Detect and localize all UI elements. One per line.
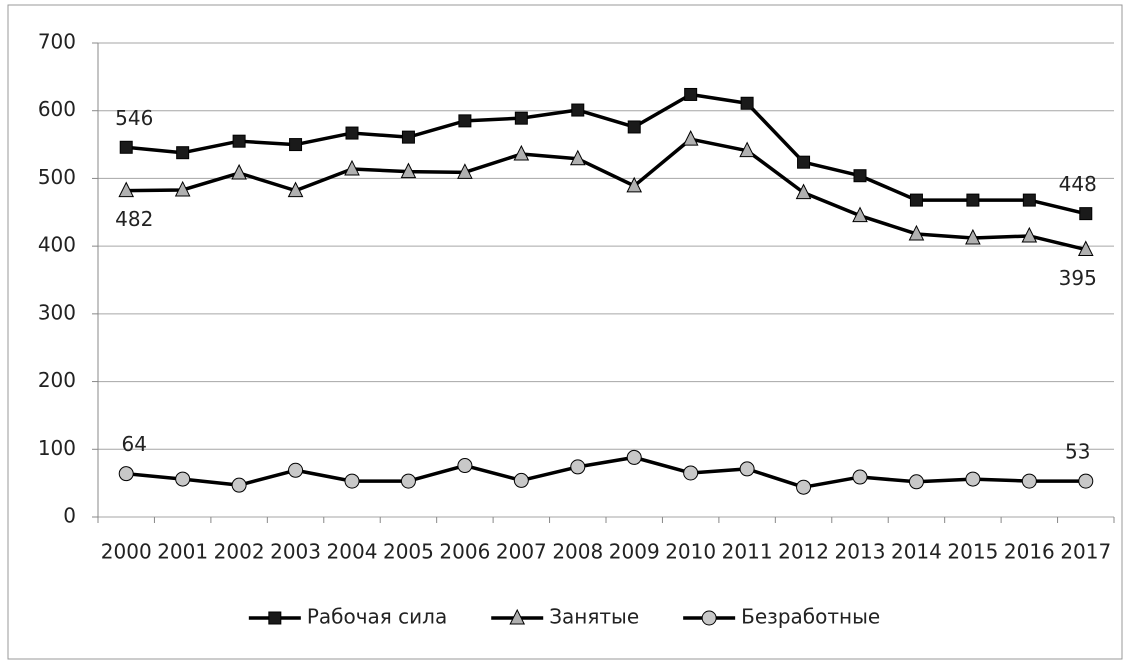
marker <box>1078 473 1094 489</box>
x-tick-label: 2009 <box>609 540 660 564</box>
marker <box>627 120 641 134</box>
marker <box>288 462 304 478</box>
x-tick-label: 2014 <box>891 540 942 564</box>
marker <box>908 224 925 241</box>
y-tick-label: 0 <box>63 504 76 528</box>
marker <box>513 472 529 488</box>
marker <box>344 473 360 489</box>
legend-label: Рабочая сила <box>307 605 447 629</box>
y-tick-label: 400 <box>38 233 76 257</box>
marker <box>852 469 868 485</box>
marker <box>457 163 473 179</box>
marker <box>1021 473 1037 489</box>
marker <box>1022 193 1036 207</box>
x-tick-label: 2003 <box>270 540 321 564</box>
marker <box>797 155 811 169</box>
x-tick-label: 2007 <box>496 540 547 564</box>
marker <box>513 144 530 161</box>
chart-border <box>7 4 1123 660</box>
marker <box>289 138 303 152</box>
series-line <box>126 455 1086 489</box>
x-tick-label: 2017 <box>1060 540 1111 564</box>
marker <box>231 477 247 493</box>
y-tick-label: 500 <box>38 165 76 189</box>
data-label: 546 <box>115 106 153 130</box>
marker <box>400 162 417 179</box>
marker <box>231 163 247 180</box>
x-tick-label: 2010 <box>665 540 716 564</box>
y-tick-label: 200 <box>38 368 76 392</box>
marker <box>344 159 360 176</box>
marker <box>118 181 135 198</box>
x-tick-label: 2008 <box>552 540 603 564</box>
x-tick-label: 2002 <box>214 540 265 564</box>
x-tick-label: 2004 <box>327 540 378 564</box>
marker <box>571 103 585 117</box>
x-tick-label: 2011 <box>722 540 773 564</box>
legend-label: Занятые <box>549 605 639 629</box>
marker <box>514 111 528 125</box>
data-label: 53 <box>1065 440 1090 464</box>
x-tick-label: 2001 <box>157 540 208 564</box>
marker <box>175 471 191 487</box>
marker <box>287 181 304 198</box>
marker <box>174 180 191 197</box>
y-tick-label: 700 <box>38 30 76 54</box>
marker <box>268 611 282 625</box>
marker <box>965 228 981 245</box>
marker <box>626 449 642 465</box>
marker <box>626 176 643 193</box>
marker <box>176 146 190 160</box>
marker <box>569 149 586 166</box>
marker <box>401 130 415 144</box>
marker <box>458 114 472 128</box>
x-tick-label: 2000 <box>101 540 152 564</box>
marker <box>966 193 980 207</box>
marker <box>701 610 717 626</box>
data-label: 395 <box>1059 266 1097 290</box>
marker <box>909 193 923 207</box>
marker <box>852 206 868 223</box>
legend: Рабочая сила Занятые Безработные <box>248 605 880 629</box>
marker <box>509 608 526 625</box>
marker <box>119 140 133 154</box>
legend-label: Безработные <box>741 605 880 629</box>
marker <box>683 465 699 481</box>
marker <box>682 130 699 146</box>
marker <box>739 461 755 477</box>
marker <box>739 141 755 158</box>
marker <box>345 126 359 140</box>
marker <box>1079 207 1093 221</box>
series-line <box>126 137 1087 252</box>
marker <box>400 473 416 489</box>
series-line <box>126 92 1087 216</box>
marker <box>118 466 134 482</box>
x-tick-label: 2013 <box>835 540 886 564</box>
marker <box>853 169 867 183</box>
marker <box>965 471 981 487</box>
x-tick-label: 2015 <box>947 540 998 564</box>
y-tick-label: 300 <box>38 300 76 324</box>
marker <box>684 87 698 101</box>
marker <box>1021 226 1038 243</box>
marker <box>570 459 586 475</box>
marker <box>1077 240 1094 257</box>
marker <box>796 479 812 495</box>
y-tick-label: 100 <box>38 436 76 460</box>
x-tick-label: 2012 <box>778 540 829 564</box>
x-tick-label: 2006 <box>439 540 490 564</box>
data-label: 448 <box>1059 172 1097 196</box>
data-label: 64 <box>121 432 146 456</box>
x-tick-label: 2016 <box>1004 540 1055 564</box>
marker <box>457 458 473 474</box>
marker <box>740 96 754 110</box>
marker <box>232 134 246 148</box>
marker <box>795 183 812 200</box>
x-tick-label: 2005 <box>383 540 434 564</box>
y-tick-label: 600 <box>38 97 76 121</box>
data-label: 482 <box>115 207 153 231</box>
marker <box>908 474 924 490</box>
